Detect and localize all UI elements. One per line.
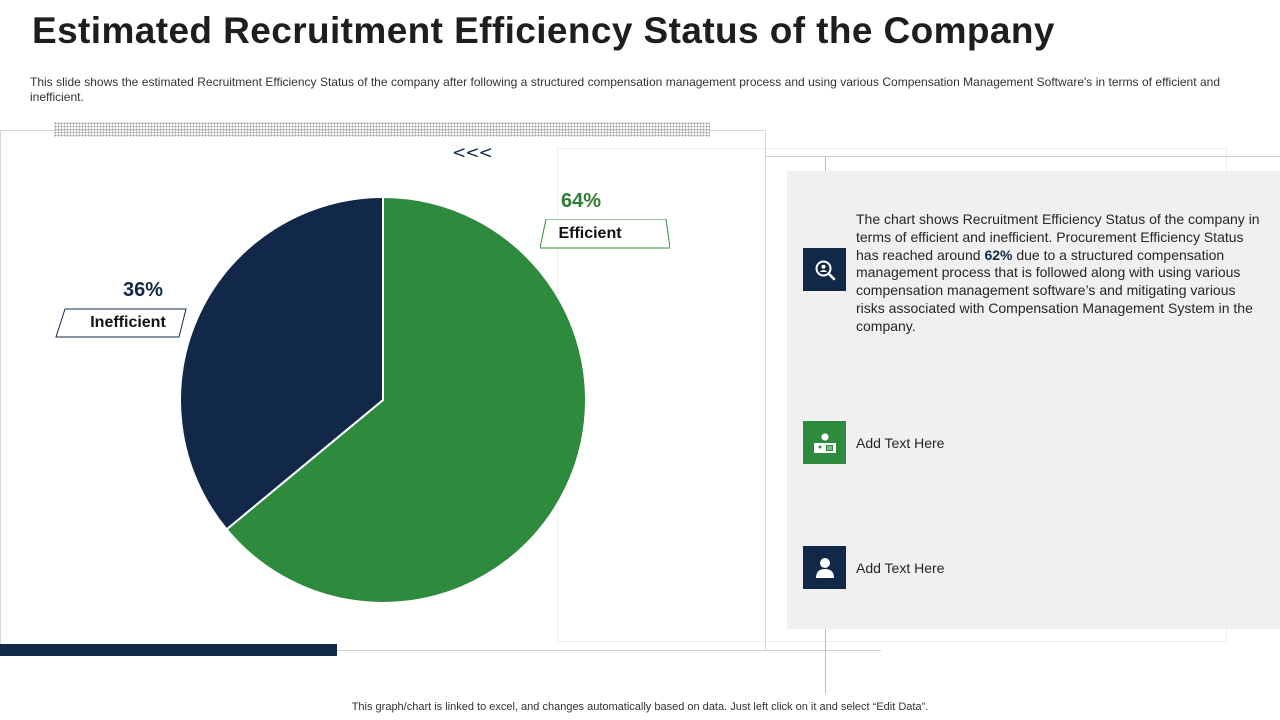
add-text-item: Add Text Here — [856, 435, 945, 451]
user-icon — [803, 546, 846, 589]
id-card-icon — [803, 421, 846, 464]
add-text-item: Add Text Here — [856, 560, 945, 576]
description-text-end: due to a structured compensation managem… — [856, 246, 1253, 334]
chart-frame — [0, 130, 766, 650]
pie-slice-inefficient — [179, 195, 384, 531]
dotted-decoration — [54, 122, 710, 137]
efficient-tag: Efficient — [540, 219, 670, 249]
efficient-percent-label: 64% — [561, 190, 602, 212]
accent-bar — [0, 644, 337, 656]
inefficient-legend-label: Inefficient — [90, 314, 166, 331]
slide-title: Estimated Recruitment Efficiency Status … — [32, 10, 1055, 51]
inefficient-tag: Inefficient — [55, 308, 187, 338]
divider-line — [337, 650, 881, 651]
chart-footnote: This graph/chart is linked to excel, and… — [351, 701, 929, 713]
description-highlight: 62% — [984, 246, 1013, 263]
slide-subtitle: This slide shows the estimated Recruitme… — [30, 75, 1220, 104]
pie-chart — [179, 195, 587, 604]
inefficient-percent-label: 36% — [123, 279, 164, 301]
efficient-legend-label: Efficient — [558, 225, 622, 242]
pie-slice-efficient — [225, 195, 587, 604]
info-panel — [787, 171, 1280, 629]
description-text: The chart shows Recruitment Efficiency S… — [856, 211, 1260, 263]
divider-line — [766, 156, 1280, 157]
panel-description: The chart shows Recruitment Efficiency S… — [856, 211, 1268, 336]
search-person-icon — [803, 248, 846, 291]
chevrons-left-icon: <<< — [452, 143, 493, 163]
